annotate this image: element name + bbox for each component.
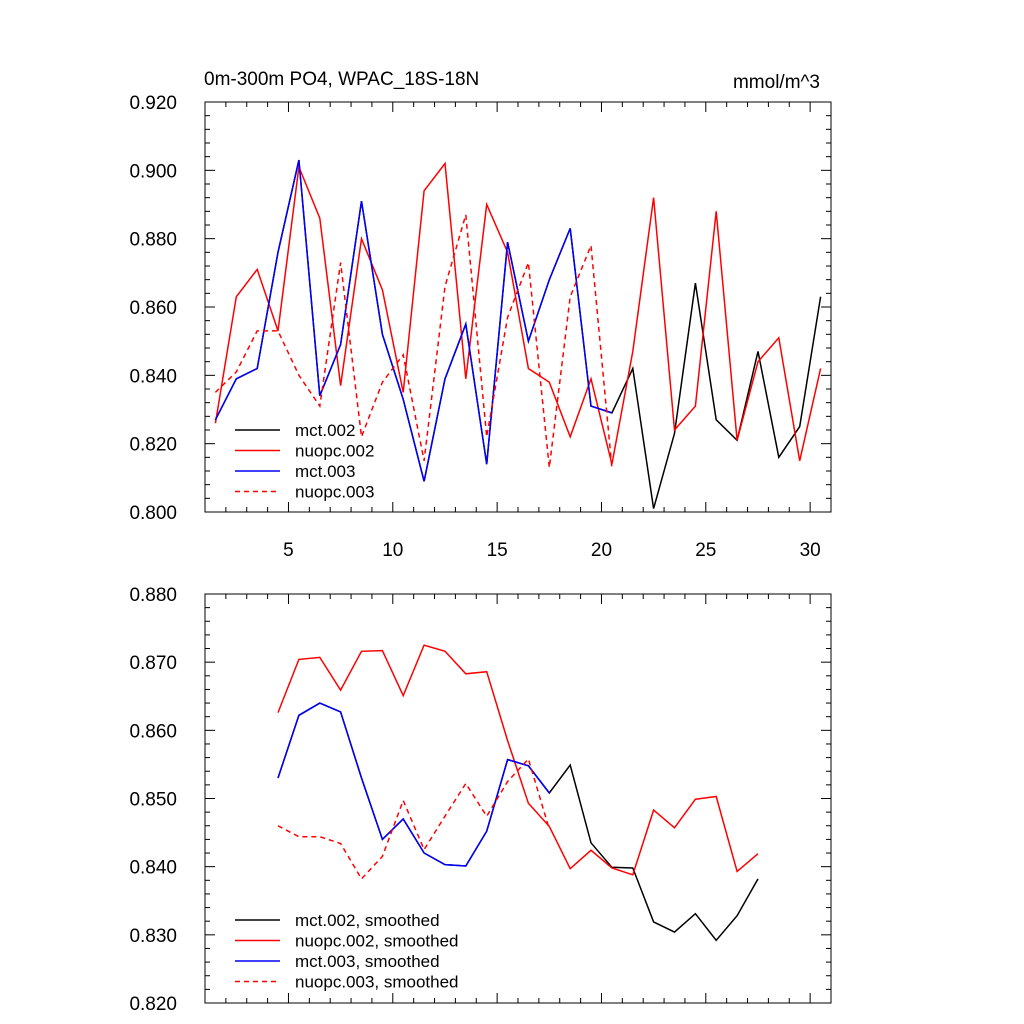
bottom-y-tick-label: 0.830 [129,926,177,947]
bottom-series-line-1 [277,644,759,876]
bottom-series-line-2 [277,702,550,867]
top-plot-frame [204,101,832,513]
top-series-line-1 [214,161,822,465]
top-x-tick-label: 25 [695,540,716,561]
top-panel: 0m-300m PO4, WPAC_18S-18N mmol/m^3 [204,69,820,93]
bottom-y-tick-label: 0.860 [129,721,177,742]
top-x-tick-label: 20 [591,540,612,561]
bottom-legend-label: mct.002, smoothed [295,911,440,930]
top-legend-label: nuopc.002 [295,442,374,461]
top-x-tick-label: 10 [382,540,403,561]
bottom-plot-frame [204,593,832,1004]
top-panel-plot: 0.800 0.820 0.840 0.860 0.880 0.900 0.920 5 10 15… [129,93,832,561]
bottom-series-line-0 [277,702,759,942]
top-y-tick-label: 0.860 [129,298,177,319]
bottom-y-tick-label: 0.840 [129,858,177,879]
bottom-y-tick-label: 0.850 [129,790,177,811]
top-chart-units: mmol/m^3 [733,72,820,93]
bottom-legend-label: mct.003, smoothed [295,952,440,971]
top-y-tick-label: 0.900 [129,161,177,182]
top-x-tick-label: 5 [283,540,294,561]
top-legend-label: nuopc.003 [295,483,374,502]
top-series-line-3 [214,214,613,468]
bottom-legend: mct.002, smoothed nuopc.002, smoothedmct.… [235,911,459,992]
bottom-series-group [277,644,759,942]
top-y-tick-label: 0.880 [129,230,177,251]
top-chart-title: 0m-300m PO4, WPAC_18S-18N [204,69,479,90]
top-y-tick-label: 0.920 [129,93,177,114]
bottom-y-tick-label: 0.820 [129,994,177,1015]
top-legend-label: mct.002 [295,421,355,440]
top-x-tick-label: 15 [487,540,508,561]
bottom-panel-plot: 0.820 0.830 0.840 0.850 0.860 0.870 0.880 mct.0… [129,585,832,1015]
top-y-tick-label: 0.840 [129,366,177,387]
top-series-group [214,159,822,509]
bottom-y-tick-label: 0.880 [129,585,177,606]
bottom-legend-label: nuopc.002, smoothed [295,932,459,951]
top-legend-label: mct.003 [295,462,355,481]
bottom-legend-label: nuopc.003, smoothed [295,973,459,992]
top-series-line-2 [214,159,613,482]
bottom-series-line-3 [277,757,551,881]
top-x-tick-label: 30 [800,540,821,561]
top-y-tick-label: 0.800 [129,503,177,524]
top-y-tick-label: 0.820 [129,435,177,456]
bottom-y-tick-label: 0.870 [129,653,177,674]
